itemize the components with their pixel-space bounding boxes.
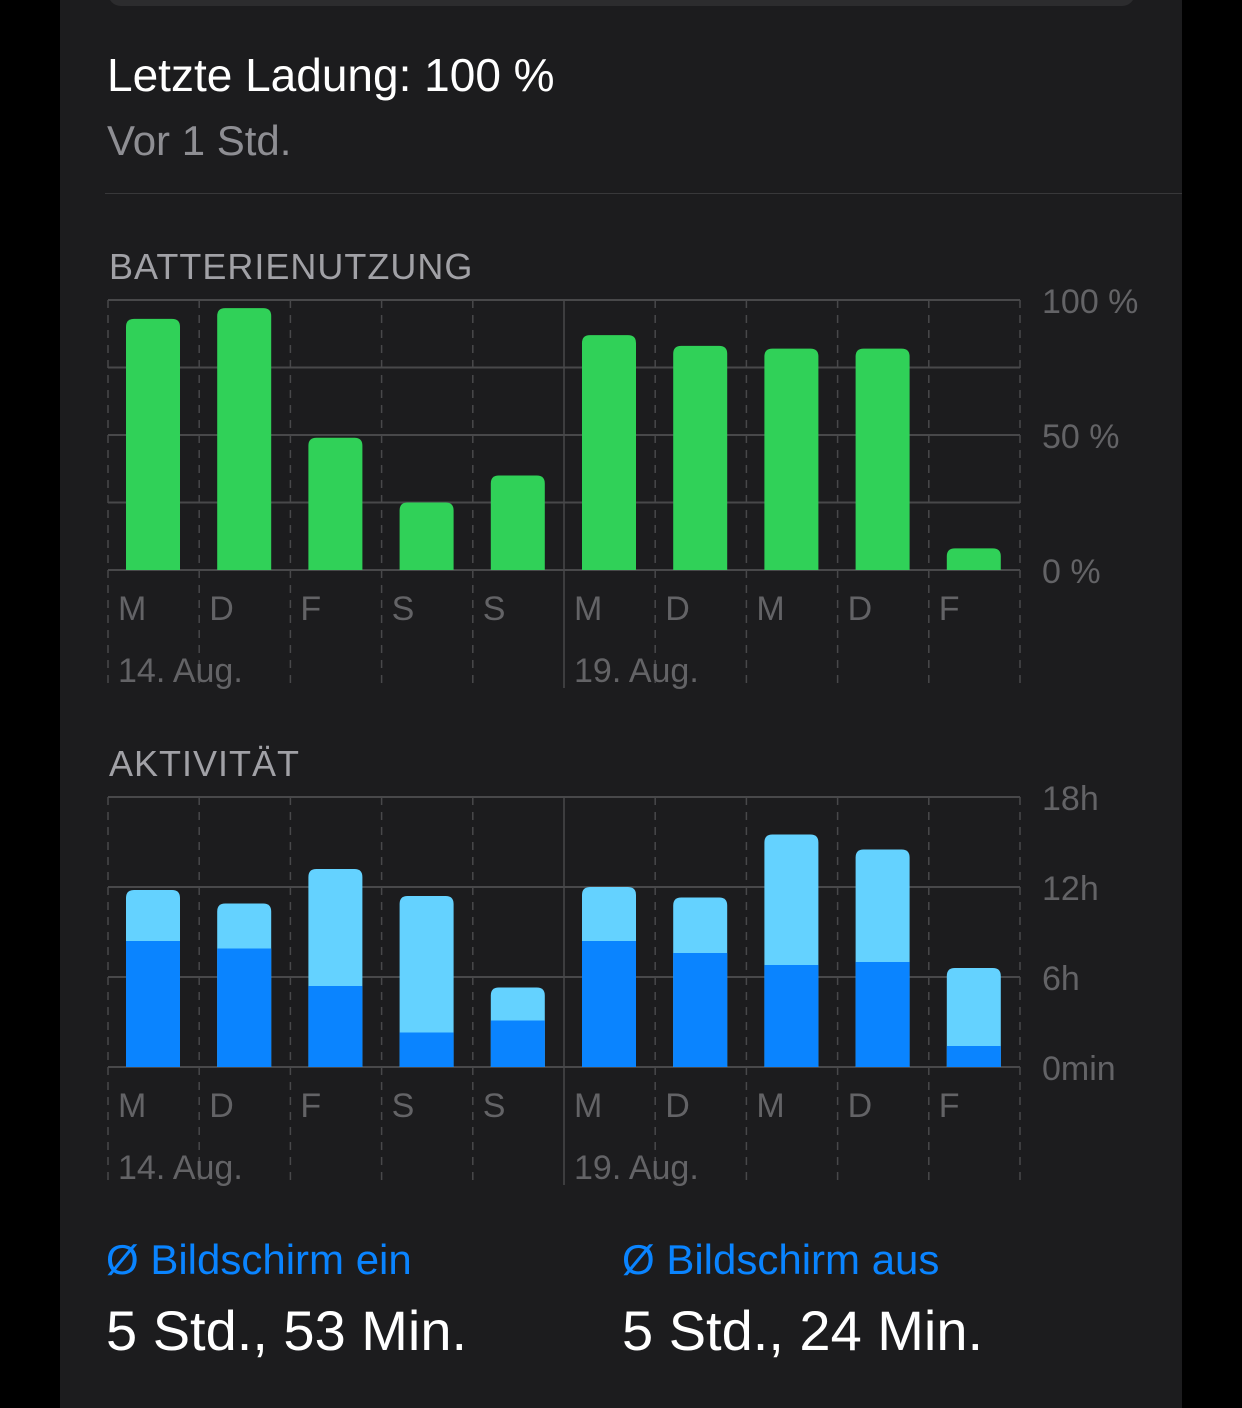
day-label: F bbox=[300, 590, 321, 628]
y-tick-label: 100 % bbox=[1042, 283, 1138, 321]
screen-on-bar bbox=[764, 965, 819, 1067]
battery-bar bbox=[399, 502, 454, 570]
day-label: M bbox=[756, 1087, 784, 1125]
week-date-label: 14. Aug. bbox=[118, 1149, 243, 1187]
battery-bar bbox=[308, 437, 363, 570]
week-date-label: 19. Aug. bbox=[574, 652, 699, 690]
screen-on-bar bbox=[946, 1046, 1001, 1067]
screen-on-bar bbox=[126, 941, 180, 1067]
screen-off-bar bbox=[946, 968, 1001, 1067]
battery-bar bbox=[946, 548, 1001, 570]
day-label: D bbox=[209, 590, 234, 628]
y-tick-label: 6h bbox=[1042, 960, 1080, 998]
day-label: M bbox=[756, 590, 784, 628]
battery-bar bbox=[582, 335, 636, 570]
y-tick-label: 12h bbox=[1042, 870, 1099, 908]
activity-chart[interactable]: 0min 6h 12h 18h M D F S S M D M D F 14. Aug. 19. Aug. bbox=[100, 780, 1180, 1197]
battery-bar bbox=[855, 348, 910, 570]
screen-on-bar bbox=[490, 1020, 545, 1067]
day-label: S bbox=[483, 1087, 506, 1125]
day-label: M bbox=[118, 1087, 146, 1125]
battery-bar bbox=[490, 475, 545, 570]
day-label: D bbox=[665, 1087, 690, 1125]
battery-level-bar bbox=[108, 0, 1135, 6]
screen-on-bar bbox=[217, 948, 272, 1067]
day-label: M bbox=[118, 590, 146, 628]
day-label: F bbox=[939, 1087, 960, 1125]
y-tick-label: 50 % bbox=[1042, 418, 1120, 456]
last-charge-title: Letzte Ladung: 100 % bbox=[107, 49, 555, 101]
battery-usage-heading: BATTERIENUTZUNG bbox=[109, 246, 474, 287]
day-label: M bbox=[574, 590, 602, 628]
screen-off-label: Ø Bildschirm aus bbox=[622, 1236, 940, 1283]
screen-off-bar bbox=[399, 896, 454, 1067]
last-charge-time: Vor 1 Std. bbox=[107, 117, 292, 164]
day-label: D bbox=[848, 1087, 873, 1125]
divider bbox=[105, 193, 1182, 194]
battery-usage-chart[interactable]: 0 % 50 % 100 % M D F S S M D M D F 14. Aug. 19. Aug. bbox=[100, 283, 1180, 700]
screen-off-value: 5 Std., 24 Min. bbox=[622, 1299, 984, 1362]
screen-on-value: 5 Std., 53 Min. bbox=[106, 1299, 468, 1362]
day-label: S bbox=[392, 1087, 415, 1125]
day-label: S bbox=[392, 590, 415, 628]
week-date-label: 19. Aug. bbox=[574, 1149, 699, 1187]
y-tick-label: 0min bbox=[1042, 1050, 1116, 1088]
screen-on-bar bbox=[399, 1032, 454, 1067]
day-label: S bbox=[483, 590, 506, 628]
screen-on-bar bbox=[855, 962, 910, 1067]
y-tick-label: 18h bbox=[1042, 780, 1099, 818]
day-label: D bbox=[209, 1087, 234, 1125]
battery-bar bbox=[217, 308, 272, 570]
week-date-label: 14. Aug. bbox=[118, 652, 243, 690]
day-label: D bbox=[665, 590, 690, 628]
screen-on-label: Ø Bildschirm ein bbox=[106, 1236, 412, 1283]
day-label: F bbox=[300, 1087, 321, 1125]
y-tick-label: 0 % bbox=[1042, 553, 1101, 591]
screen-on-bar bbox=[582, 941, 636, 1067]
activity-heading: AKTIVITÄT bbox=[109, 743, 301, 784]
battery-bar bbox=[764, 348, 819, 570]
battery-bar bbox=[673, 345, 728, 570]
day-label: M bbox=[574, 1087, 602, 1125]
battery-bar bbox=[126, 318, 180, 570]
battery-card bbox=[60, 0, 1182, 1408]
screen-on-bar bbox=[308, 986, 363, 1067]
screen-on-bar bbox=[673, 953, 728, 1067]
day-label: F bbox=[939, 590, 960, 628]
day-label: D bbox=[848, 590, 873, 628]
